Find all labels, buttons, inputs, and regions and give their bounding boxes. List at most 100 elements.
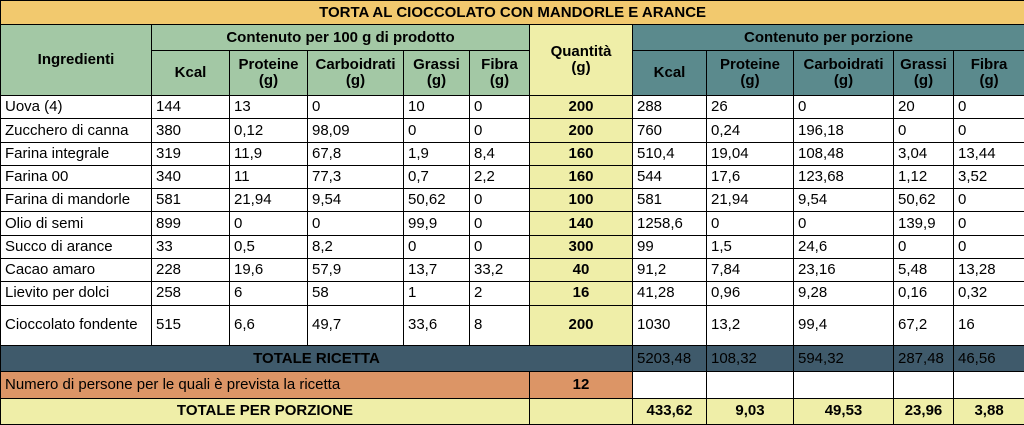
per100-value: 0	[403, 234, 470, 259]
ingredient-row: Zucchero di canna 380 0,12 98,09 0 0 200 760 0,2…	[0, 118, 1024, 143]
portion-value: 139,9	[893, 211, 954, 236]
portion-col-proteine: Proteine (g)	[706, 49, 794, 97]
ingredient-name: Farina 00	[0, 164, 152, 190]
ingredient-row: Succo di arance 33 0,5 8,2 0 0 300 99 1,5 24,6 0 0	[0, 234, 1024, 259]
portion-value: 0	[952, 118, 1024, 143]
per100-value: 319	[151, 141, 230, 166]
per100-value: 8	[469, 304, 530, 346]
totale-ricetta-label: TOTALE RICETTA	[0, 344, 633, 373]
portion-value: 123,68	[793, 164, 894, 190]
per100-value: 0	[469, 234, 530, 259]
ingredients-header: Ingredienti	[0, 24, 152, 97]
per100-value: 228	[151, 257, 230, 283]
column-unit: (g)	[833, 71, 854, 89]
empty-cell	[952, 371, 1024, 399]
per100-value: 8,2	[307, 234, 404, 259]
totale-ricetta-value: 46,56	[952, 344, 1024, 373]
portion-value: 3,04	[893, 141, 954, 166]
portion-value: 16	[952, 304, 1024, 346]
per100-value: 21,94	[229, 188, 308, 213]
column-unit: (g)	[426, 71, 447, 89]
per100-value: 1,9	[403, 141, 470, 166]
per100-value: 57,9	[307, 257, 404, 283]
totale-porzione-value: 9,03	[706, 397, 794, 425]
per100-value: 0,7	[403, 164, 470, 190]
portion-value: 108,48	[793, 141, 894, 166]
portion-value: 0	[793, 211, 894, 236]
portion-value: 67,2	[893, 304, 954, 346]
ingredient-name: Farina integrale	[0, 141, 152, 166]
per100-value: 58	[307, 281, 404, 306]
quantity-value: 40	[529, 257, 633, 283]
column-label: Proteine	[719, 56, 780, 74]
portion-col-kcal: Kcal	[632, 49, 707, 97]
persone-label: Numero di persone per le quali è previst…	[0, 371, 530, 399]
per100-value: 581	[151, 188, 230, 213]
per100-value: 0,12	[229, 118, 308, 143]
per100-value: 258	[151, 281, 230, 306]
per100-col-proteine: Proteine (g)	[229, 49, 308, 97]
totale-porzione-value: 49,53	[793, 397, 894, 425]
per100-value: 0	[469, 211, 530, 236]
quantity-header-label: Quantità	[550, 43, 612, 61]
per100-value: 19,6	[229, 257, 308, 283]
portion-col-grassi: Grassi (g)	[893, 49, 954, 97]
column-unit: (g)	[913, 71, 934, 89]
portion-value: 19,04	[706, 141, 794, 166]
quantity-value: 200	[529, 95, 633, 120]
per100-value: 9,54	[307, 188, 404, 213]
per100-value: 13,7	[403, 257, 470, 283]
portion-value: 1258,6	[632, 211, 707, 236]
persone-value: 12	[529, 371, 633, 399]
per100-value: 77,3	[307, 164, 404, 190]
totale-ricetta-value: 594,32	[793, 344, 894, 373]
portion-value: 13,2	[706, 304, 794, 346]
totale-ricetta-value: 287,48	[893, 344, 954, 373]
per100-value: 33,2	[469, 257, 530, 283]
totale-ricetta-value: 5203,48	[632, 344, 707, 373]
ingredient-name: Cioccolato fondente	[0, 304, 152, 346]
quantity-value: 200	[529, 118, 633, 143]
portion-value: 0	[952, 95, 1024, 120]
column-unit: (g)	[258, 71, 279, 89]
portion-value: 9,28	[793, 281, 894, 306]
ingredient-name: Lievito per dolci	[0, 281, 152, 306]
column-label: Kcal	[653, 63, 686, 81]
per100-value: 33	[151, 234, 230, 259]
portion-value: 0,16	[893, 281, 954, 306]
column-label: Grassi	[413, 56, 460, 74]
portion-value: 0,24	[706, 118, 794, 143]
per100-value: 380	[151, 118, 230, 143]
ingredient-name: Succo di arance	[0, 234, 152, 259]
per100-col-carboidrati: Carboidrati (g)	[307, 49, 404, 97]
portion-value: 21,94	[706, 188, 794, 213]
portion-value: 99,4	[793, 304, 894, 346]
empty-cell	[706, 371, 794, 399]
per100-value: 50,62	[403, 188, 470, 213]
ingredient-name: Olio di semi	[0, 211, 152, 236]
totale-porzione-value: 23,96	[893, 397, 954, 425]
portion-value: 26	[706, 95, 794, 120]
per100-value: 340	[151, 164, 230, 190]
per100-value: 0	[307, 211, 404, 236]
portion-value: 20	[893, 95, 954, 120]
persone-row: Numero di persone per le quali è previst…	[0, 371, 1024, 399]
quantity-value: 16	[529, 281, 633, 306]
ingredient-name: Farina di mandorle	[0, 188, 152, 213]
per100-value: 6	[229, 281, 308, 306]
quantity-header-unit: (g)	[571, 59, 591, 77]
totale-porzione-value: 3,88	[952, 397, 1024, 425]
portion-value: 0,96	[706, 281, 794, 306]
per100-value: 515	[151, 304, 230, 346]
per100-value: 11	[229, 164, 308, 190]
portion-value: 13,44	[952, 141, 1024, 166]
per100-col-grassi: Grassi (g)	[403, 49, 470, 97]
portion-value: 17,6	[706, 164, 794, 190]
per100-value: 6,6	[229, 304, 308, 346]
portion-value: 23,16	[793, 257, 894, 283]
column-unit: (g)	[979, 71, 999, 89]
ingredient-row: Farina 00 340 11 77,3 0,7 2,2 160 544 17,6 123,68…	[0, 164, 1024, 190]
per100-value: 2	[469, 281, 530, 306]
quantity-value: 140	[529, 211, 633, 236]
